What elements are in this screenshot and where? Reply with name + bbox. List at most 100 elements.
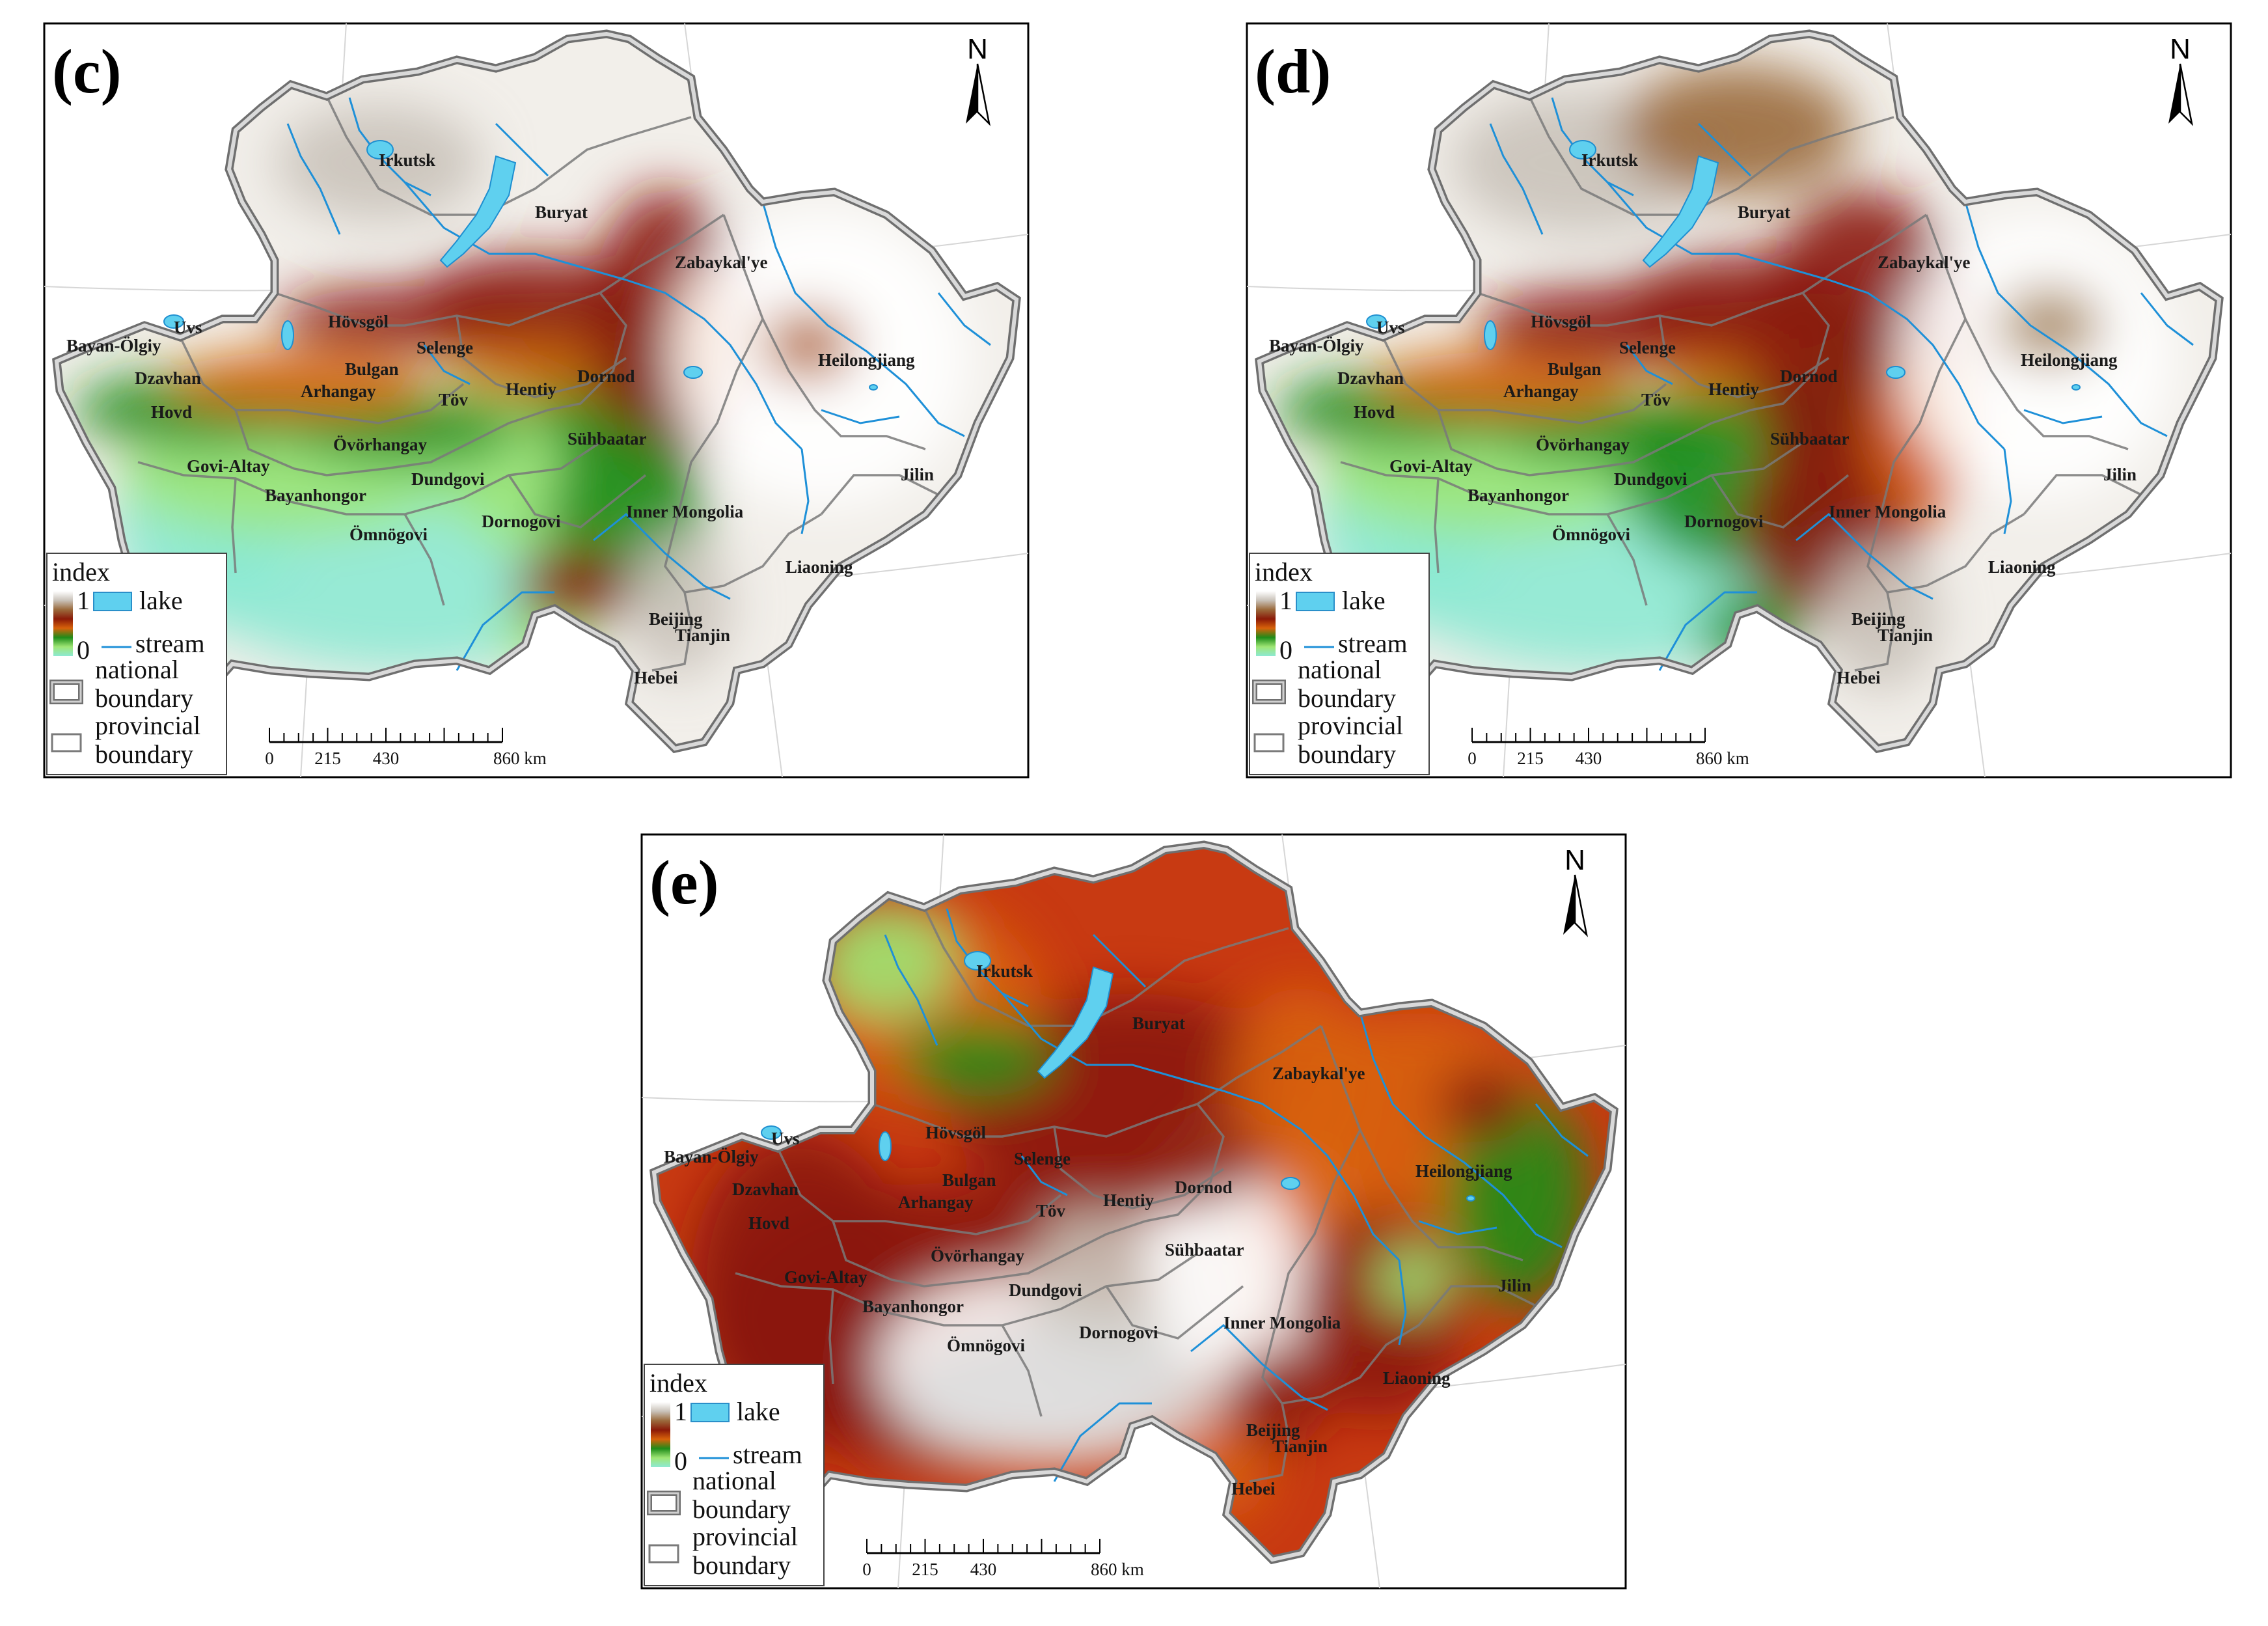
map-canvas: Irkutsk Buryat Zabaykal'ye Hövsgöl Uvs Bayan-… [1246,20,2232,779]
region-label: Hovd [1354,402,1395,422]
region-label: Zabaykal'ye [675,253,768,272]
streams [884,908,1589,1482]
svg-text:provincial: provincial [95,711,200,740]
lakes [1366,140,2081,391]
region-label: Hentiy [1103,1191,1154,1210]
legend-stream-label: stream [1338,629,1408,658]
scale-bar: 0 215 430 860 km [265,728,547,768]
region-label: Heilongjiang [2021,350,2118,370]
region-label: Jilin [2103,465,2137,484]
legend-provincial-swatch [1253,733,1285,752]
region-label: Uvs [771,1129,800,1148]
region-label: Jilin [1498,1276,1531,1295]
region-label: Dzavhan [1337,368,1404,388]
region-label: Dornod [1780,366,1838,386]
provincial-boundaries [735,907,1537,1483]
svg-text:national: national [692,1466,776,1495]
region-label: Hovd [151,402,192,422]
region-label: Övörhangay [931,1246,1025,1265]
legend-lake-swatch [690,1403,730,1422]
svg-text:N: N [967,33,988,65]
svg-text:120°E: 120°E [664,20,705,21]
region-label: Hövsgöl [1531,312,1592,331]
region-label: Hentiy [1708,379,1759,399]
region-label: Buryat [1738,202,1790,222]
region-label: Bayanhongor [265,486,366,505]
region-label: Liaoning [1988,557,2056,577]
region-label: Bayan-Ölgiy [66,336,161,355]
scale-bar-label: 215 [912,1560,938,1579]
legend-color-ramp [1256,591,1276,656]
region-label: Dundgovi [1614,469,1687,489]
region-label: Heilongjiang [1415,1161,1512,1181]
map-panel-c: Irkutsk Buryat Zabaykal'ye Hövsgöl Uvs Bayan-… [40,20,1032,781]
streams [1489,97,2194,671]
svg-text:boundary: boundary [692,1550,791,1580]
region-label: Dornogovi [1684,512,1764,531]
region-label: Övörhangay [333,435,428,454]
legend-min-label: 0 [1279,635,1292,665]
legend: index10lakestreamnationalboundaryprovinc… [644,1364,825,1586]
region-labels: Irkutsk Buryat Zabaykal'ye Hövsgöl Uvs Bayan-… [664,961,1531,1498]
region-label: Dornod [1175,1178,1233,1197]
svg-text:provincial: provincial [692,1522,798,1551]
region-label: Beijing [649,609,703,629]
legend-title: index [52,557,110,586]
scale-bar-label: 860 km [493,749,547,768]
region-label: Bayan-Ölgiy [664,1147,759,1166]
region-label: Töv [1641,390,1671,409]
region-label: Buryat [535,202,588,222]
region-label: Inner Mongolia [1829,502,1947,521]
legend-title: index [649,1368,707,1398]
legend-lake-label: lake [737,1397,780,1426]
region-label: Irkutsk [379,150,435,170]
region-label: Selenge [1619,338,1676,357]
region-label: Dundgovi [411,469,485,489]
region-label: Dundgovi [1009,1280,1082,1300]
north-arrow-icon: N [1563,844,1589,937]
svg-text:national: national [95,655,179,684]
region-label: Dornogovi [482,512,561,531]
region-label: Beijing [1851,609,1906,629]
region-label: Arhangay [1503,381,1579,401]
legend-max-label: 1 [674,1397,687,1426]
legend-max-label: 1 [1279,586,1292,615]
scale-bar-label: 430 [970,1560,997,1579]
svg-text:120°E: 120°E [1262,831,1303,832]
svg-text:N: N [2170,33,2191,65]
svg-text:boundary: boundary [95,739,193,769]
region-labels: Irkutsk Buryat Zabaykal'ye Hövsgöl Uvs Bayan-… [66,150,934,687]
north-arrow-icon: N [2168,33,2194,126]
map-panel-e: Irkutsk Buryat Zabaykal'ye Hövsgöl Uvs Bayan-… [638,831,1630,1592]
panel-letter: (d) [1255,36,1331,106]
region-label: Hebei [634,668,678,687]
region-label: Sühbaatar [567,429,647,448]
legend-lake-label: lake [1342,586,1386,615]
region-label: Tianjin [675,626,730,645]
region-label: Hebei [1837,668,1881,687]
legend-min-label: 0 [674,1446,687,1476]
svg-text:boundary: boundary [1298,683,1396,713]
panel-letter: (e) [649,847,719,917]
region-label: Liaoning [786,557,853,577]
region-label: Hövsgöl [328,312,389,331]
map-canvas: Irkutsk Buryat Zabaykal'ye Hövsgöl Uvs Bayan-… [43,20,1030,779]
legend: index10lakestreamnationalboundaryprovinc… [46,553,227,775]
region-label: Bulgan [345,359,399,379]
scale-bar-label: 0 [862,1560,871,1579]
scale-bar-label: 430 [1576,749,1602,768]
region-labels: Irkutsk Buryat Zabaykal'ye Hövsgöl Uvs Bayan-… [1269,150,2137,687]
svg-text:provincial: provincial [1298,711,1403,740]
region-label: Arhangay [301,381,376,401]
region-label: Selenge [1014,1149,1071,1168]
legend-color-ramp [651,1402,670,1467]
scale-bar-label: 0 [1468,749,1477,768]
region-label: Beijing [1246,1420,1300,1440]
legend: index10lakestreamnationalboundaryprovinc… [1249,553,1430,775]
region-label: Arhangay [898,1192,974,1212]
svg-text:100°E: 100°E [327,20,368,21]
region-label: Ömnögovi [1552,525,1631,544]
panel-letter: (c) [52,36,122,106]
streams [286,97,991,671]
svg-text:120°E: 120°E [1867,20,1908,21]
